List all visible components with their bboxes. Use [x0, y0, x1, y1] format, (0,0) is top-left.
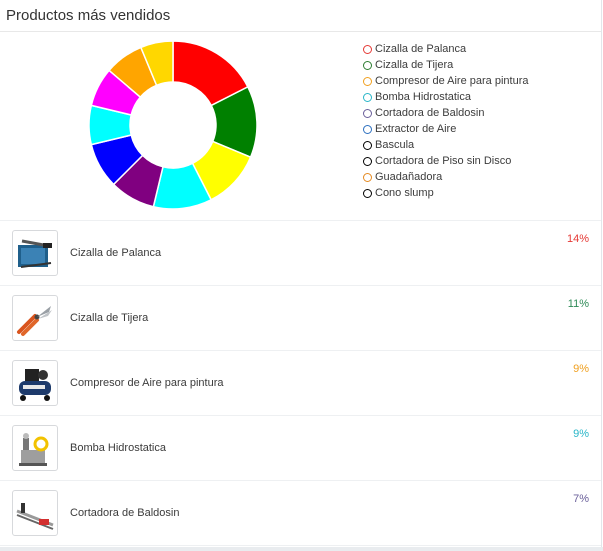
hydrostatic-pump-icon	[12, 425, 58, 471]
legend-swatch	[363, 124, 372, 134]
product-list: Cizalla de Palanca 14% Cizalla de Tijera…	[0, 221, 601, 546]
legend-swatch	[363, 76, 372, 86]
legend-item[interactable]: Guadañadora	[363, 169, 528, 185]
air-compressor-icon	[12, 360, 58, 406]
lever-shear-icon	[12, 230, 58, 276]
legend-swatch	[363, 156, 372, 166]
footer-strip	[0, 547, 603, 551]
card-title: Productos más vendidos	[0, 0, 601, 32]
legend-label: Bomba Hidrostatica	[375, 91, 471, 103]
legend-swatch	[363, 44, 372, 54]
product-name: Cizalla de Tijera	[70, 312, 149, 324]
legend-label: Cortadora de Piso sin Disco	[375, 155, 512, 167]
product-percent: 9%	[573, 363, 589, 375]
donut-chart	[88, 40, 258, 210]
product-name: Cizalla de Palanca	[70, 247, 162, 259]
product-row[interactable]: Cortadora de Baldosin 7%	[0, 481, 601, 546]
product-row[interactable]: Bomba Hidrostatica 9%	[0, 416, 601, 481]
legend-label: Cono slump	[375, 187, 434, 199]
legend-swatch	[363, 108, 372, 118]
legend-item[interactable]: Bomba Hidrostatica	[363, 89, 528, 105]
legend-swatch	[363, 92, 372, 102]
chart-area: Cizalla de Palanca Cizalla de Tijera Compr…	[0, 32, 601, 221]
donut-slice[interactable]	[139, 40, 174, 87]
legend-swatch	[363, 172, 372, 182]
tile-cutter-icon	[12, 490, 58, 536]
legend-item[interactable]: Cizalla de Palanca	[363, 41, 528, 57]
product-row[interactable]: Cizalla de Tijera 11%	[0, 286, 601, 351]
legend-label: Cizalla de Tijera	[375, 59, 454, 71]
legend-item[interactable]: Cono slump	[363, 185, 528, 201]
product-name: Compresor de Aire para pintura	[70, 377, 224, 389]
legend-label: Extractor de Aire	[375, 123, 457, 135]
legend-item[interactable]: Cortadora de Baldosin	[363, 105, 528, 121]
product-row[interactable]: Cizalla de Palanca 14%	[0, 221, 601, 286]
legend-label: Bascula	[375, 139, 415, 151]
product-name: Cortadora de Baldosin	[70, 507, 180, 519]
legend-item[interactable]: Bascula	[363, 137, 528, 153]
product-name: Bomba Hidrostatica	[70, 442, 166, 454]
product-percent: 11%	[567, 298, 589, 310]
chart-legend: Cizalla de Palanca Cizalla de Tijera Compr…	[363, 41, 528, 201]
legend-item[interactable]: Compresor de Aire para pintura	[363, 73, 528, 89]
legend-label: Guadañadora	[375, 171, 443, 183]
legend-item[interactable]: Cortadora de Piso sin Disco	[363, 153, 528, 169]
product-percent: 14%	[566, 233, 589, 245]
legend-item[interactable]: Cizalla de Tijera	[363, 57, 528, 73]
legend-item[interactable]: Extractor de Aire	[363, 121, 528, 137]
legend-label: Cortadora de Baldosin	[375, 107, 485, 119]
product-percent: 9%	[573, 428, 589, 440]
legend-swatch	[363, 188, 372, 198]
product-row[interactable]: Compresor de Aire para pintura 9%	[0, 351, 601, 416]
legend-swatch	[363, 60, 372, 70]
scissor-shear-icon	[12, 295, 58, 341]
legend-label: Compresor de Aire para pintura	[375, 75, 529, 87]
legend-swatch	[363, 140, 372, 150]
product-percent: 7%	[573, 493, 589, 505]
legend-label: Cizalla de Palanca	[375, 43, 467, 55]
